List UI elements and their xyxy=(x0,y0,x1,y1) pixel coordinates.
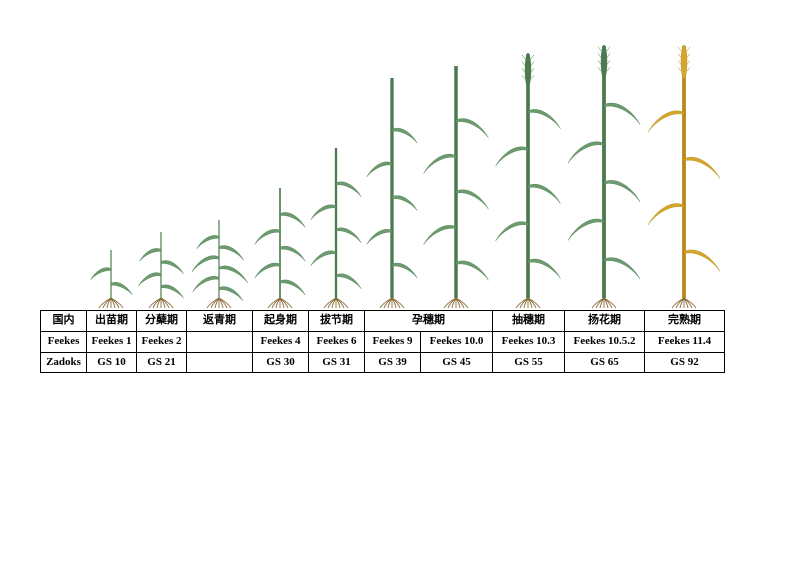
cell-domestic: 完熟期 xyxy=(645,311,725,332)
cell-zadoks: GS 45 xyxy=(421,352,493,373)
cell-feekes: Feekes 2 xyxy=(137,331,187,352)
plant-illustration xyxy=(564,44,644,310)
cell-feekes: Feekes 10.5.2 xyxy=(565,331,645,352)
plant-illustration xyxy=(136,230,186,310)
row-header-domestic: 国内 xyxy=(41,311,87,332)
row-header-feekes: Feekes xyxy=(41,331,87,352)
cell-domestic: 孕穗期 xyxy=(365,311,493,332)
plant-illustration xyxy=(644,44,724,310)
plant-illustration xyxy=(186,218,252,310)
cell-domestic: 抽穗期 xyxy=(493,311,565,332)
cell-domestic: 返青期 xyxy=(187,311,253,332)
cell-zadoks: GS 39 xyxy=(365,352,421,373)
cell-zadoks: GS 55 xyxy=(493,352,565,373)
cell-domestic: 出苗期 xyxy=(87,311,137,332)
cell-feekes: Feekes 4 xyxy=(253,331,309,352)
plant-illustration xyxy=(364,76,420,310)
cell-zadoks: GS 30 xyxy=(253,352,309,373)
row-header-zadoks: Zadoks xyxy=(41,352,87,373)
cell-zadoks: GS 65 xyxy=(565,352,645,373)
plant-illustration xyxy=(86,248,136,310)
plant-illustration xyxy=(420,64,492,310)
cell-domestic: 分蘖期 xyxy=(137,311,187,332)
cell-feekes: Feekes 10.0 xyxy=(421,331,493,352)
cell-domestic: 拔节期 xyxy=(309,311,365,332)
cell-zadoks: GS 10 xyxy=(87,352,137,373)
cell-feekes: Feekes 11.4 xyxy=(645,331,725,352)
cell-feekes: Feekes 9 xyxy=(365,331,421,352)
plant-illustration-row xyxy=(40,40,753,310)
cell-feekes xyxy=(187,331,253,352)
cell-domestic: 起身期 xyxy=(253,311,309,332)
cell-zadoks xyxy=(187,352,253,373)
plant-illustration xyxy=(308,146,364,310)
cell-zadoks: GS 92 xyxy=(645,352,725,373)
cell-feekes: Feekes 10.3 xyxy=(493,331,565,352)
plant-illustration xyxy=(252,186,308,310)
cell-feekes: Feekes 6 xyxy=(309,331,365,352)
cell-domestic: 扬花期 xyxy=(565,311,645,332)
growth-stage-table: 国内出苗期分蘖期返青期起身期拔节期孕穗期抽穗期扬花期完熟期FeekesFeeke… xyxy=(40,310,725,373)
cell-zadoks: GS 31 xyxy=(309,352,365,373)
cell-zadoks: GS 21 xyxy=(137,352,187,373)
plant-illustration xyxy=(492,52,564,310)
cell-feekes: Feekes 1 xyxy=(87,331,137,352)
